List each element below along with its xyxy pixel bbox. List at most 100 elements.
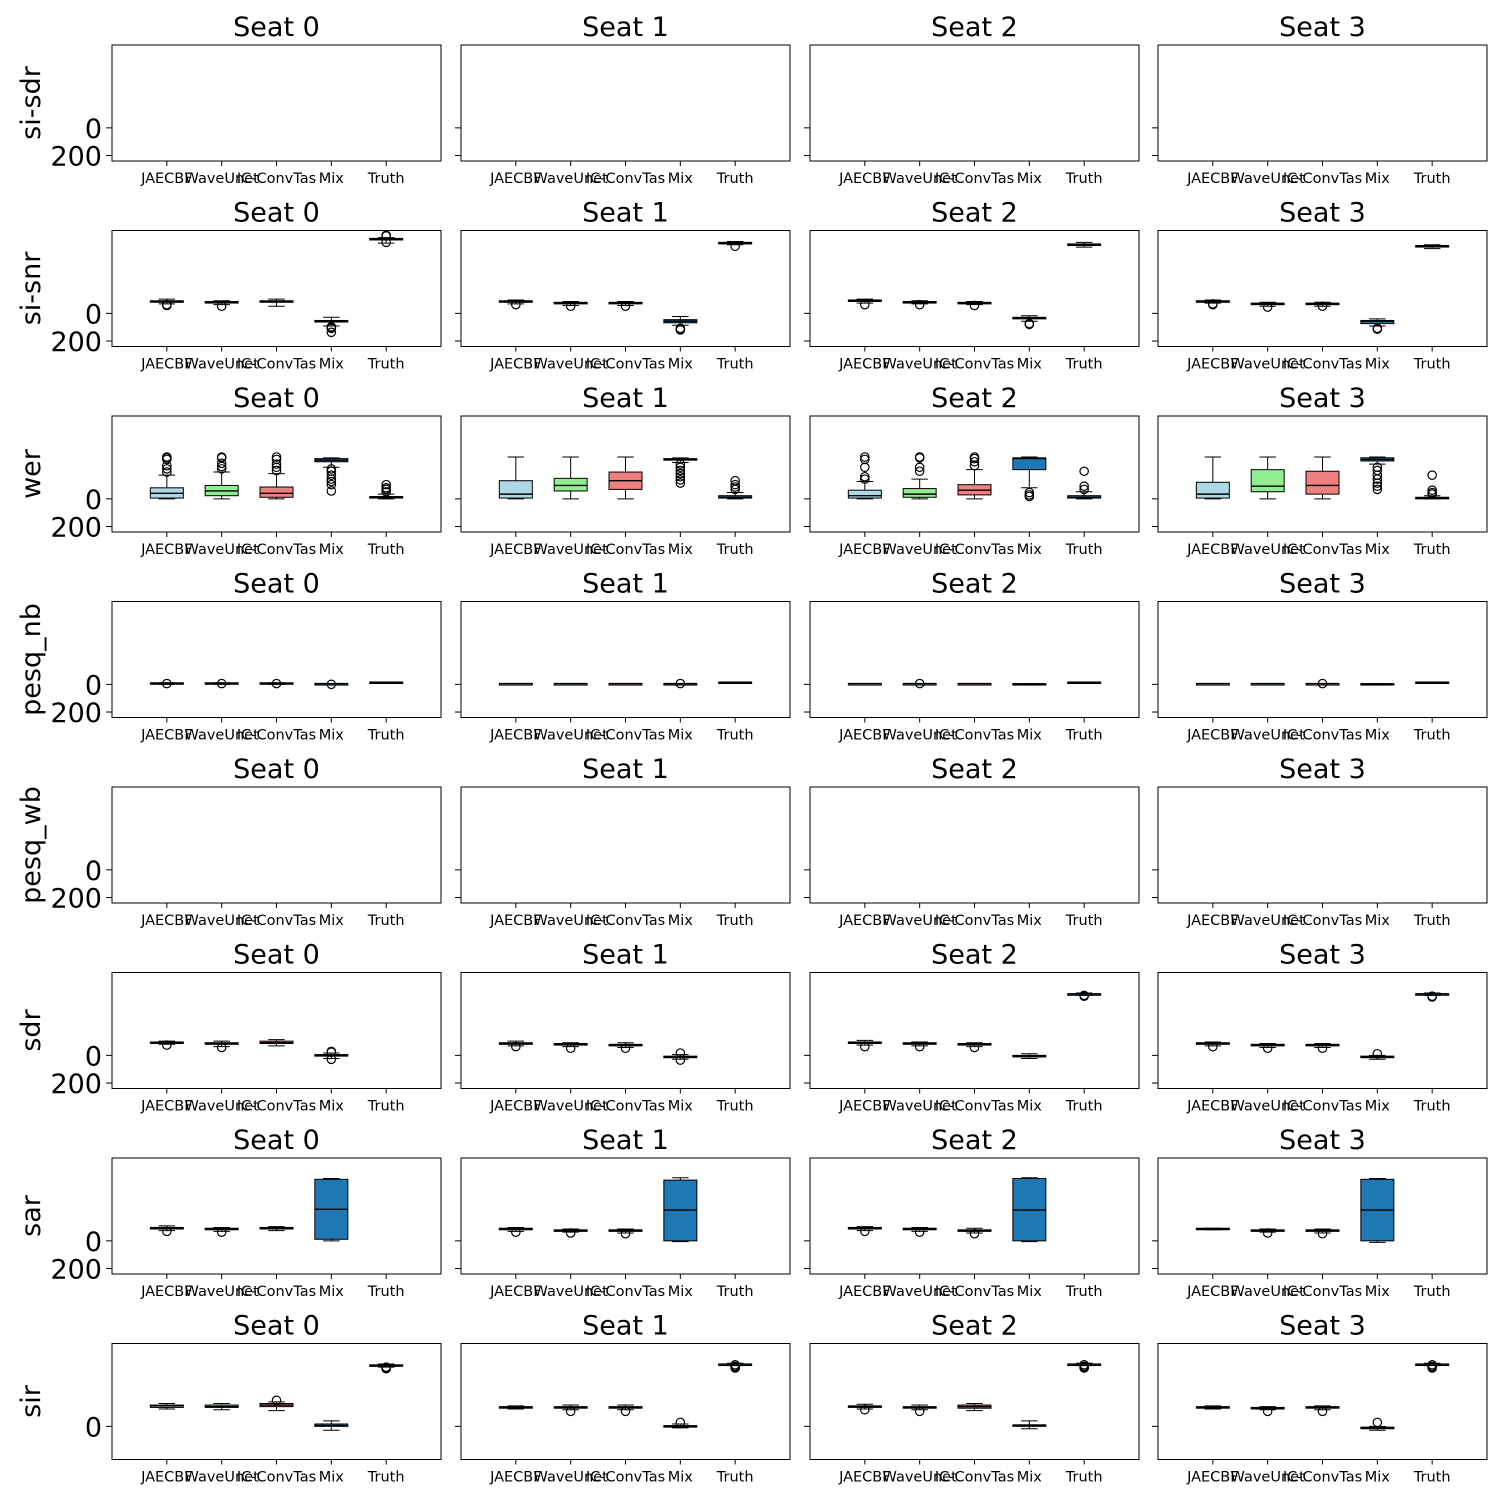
- outlier-point: [675, 1048, 686, 1058]
- y-axis-label: wer: [16, 448, 47, 499]
- box-Mix: [1360, 456, 1395, 495]
- outlier-point: [511, 299, 521, 310]
- y-axis-label: pesq_wb: [16, 786, 47, 904]
- y-axis-label: sdr: [16, 1008, 47, 1051]
- outlier-point: [675, 465, 686, 476]
- x-tick-label: WaveUnet: [185, 542, 260, 558]
- plot-frame: [1157, 44, 1488, 162]
- x-tick-label: Truth: [1065, 1470, 1103, 1486]
- y-axis-label: sar: [16, 1194, 47, 1237]
- x-tick-label: Mix: [1365, 1099, 1391, 1115]
- outlier-point: [381, 486, 391, 497]
- outlier-point: [860, 454, 870, 465]
- y-axis-label: pesq_nb: [16, 603, 47, 716]
- plot-frame: [1157, 972, 1488, 1089]
- subplot-title: Seat 2: [931, 12, 1018, 43]
- box-JAECBF: [847, 1039, 882, 1052]
- box-Mix: [1360, 1048, 1395, 1060]
- box-JAECBF: [1195, 1227, 1230, 1231]
- box-Truth: [1415, 1360, 1450, 1373]
- box-body: [553, 477, 588, 492]
- x-tick-label: JAECBF: [140, 357, 193, 373]
- box-WaveUnet: [204, 1226, 239, 1237]
- box-WaveUnet: [1250, 1228, 1285, 1238]
- subplot-title: Seat 3: [1279, 754, 1366, 785]
- outlier-point: [860, 1041, 870, 1052]
- outlier-point: [511, 1041, 521, 1052]
- x-tick-label: WaveUnet: [534, 1470, 609, 1486]
- outlier-point: [381, 230, 391, 241]
- box-JAECBF: [847, 1226, 882, 1237]
- subplot-title: Seat 1: [582, 940, 669, 971]
- box-IC-ConvTas: [608, 301, 643, 312]
- x-tick-label: Truth: [367, 913, 405, 929]
- x-tick-label: Truth: [1413, 1470, 1451, 1486]
- box-IC-ConvTas: [957, 300, 992, 311]
- x-tick-label: JAECBF: [140, 728, 193, 744]
- x-tick-label: Truth: [1065, 1284, 1103, 1300]
- box-IC-ConvTas: [259, 1395, 294, 1412]
- box-Mix: [663, 678, 698, 689]
- box-Mix: [314, 679, 349, 690]
- x-tick-label: JAECBF: [489, 357, 542, 373]
- x-tick-label: WaveUnet: [883, 1284, 958, 1300]
- box-Truth: [718, 1360, 753, 1373]
- outlier-point: [914, 299, 925, 310]
- x-tick-label: JAECBF: [489, 1099, 542, 1115]
- x-tick-label: Mix: [1017, 1099, 1043, 1115]
- x-tick-label: Truth: [1413, 1284, 1451, 1300]
- box-Mix: [663, 1048, 698, 1065]
- x-tick-label: WaveUnet: [1231, 1470, 1306, 1486]
- x-tick-label: Mix: [319, 171, 345, 187]
- x-tick-label: WaveUnet: [185, 1470, 260, 1486]
- box-WaveUnet: [1250, 456, 1285, 500]
- box-JAECBF: [149, 1040, 184, 1050]
- x-tick-label: WaveUnet: [185, 171, 260, 187]
- outlier-point: [326, 466, 337, 477]
- outlier-point: [914, 1406, 925, 1417]
- x-tick-label: WaveUnet: [534, 913, 609, 929]
- plot-frame: [1157, 1343, 1488, 1460]
- x-tick-label: JAECBF: [1186, 1470, 1239, 1486]
- x-tick-label: JAECBF: [489, 171, 542, 187]
- box-WaveUnet: [553, 1042, 588, 1054]
- subplot-title: Seat 1: [582, 12, 669, 43]
- x-tick-label: IC-ConvTas: [586, 1099, 665, 1115]
- box-WaveUnet: [553, 456, 588, 500]
- x-tick-label: Truth: [1413, 357, 1451, 373]
- x-tick-label: Mix: [668, 1470, 694, 1486]
- box-Truth: [1415, 991, 1450, 1002]
- outlier-point: [730, 241, 740, 252]
- box-WaveUnet: [553, 301, 588, 312]
- box-Truth: [1415, 244, 1450, 250]
- subplot-title: Seat 2: [931, 940, 1018, 971]
- x-tick-label: IC-ConvTas: [586, 728, 665, 744]
- x-tick-label: JAECBF: [140, 1284, 193, 1300]
- x-tick-label: Truth: [367, 1470, 405, 1486]
- x-tick-label: Mix: [668, 171, 694, 187]
- x-tick-label: WaveUnet: [1231, 542, 1306, 558]
- x-tick-label: Truth: [716, 1099, 754, 1115]
- x-tick-label: Truth: [367, 357, 405, 373]
- x-tick-label: WaveUnet: [1231, 728, 1306, 744]
- box-body: [1305, 470, 1340, 495]
- outlier-point: [565, 1228, 576, 1238]
- box-IC-ConvTas: [608, 682, 643, 686]
- subplot-title: Seat 3: [1279, 1311, 1366, 1342]
- box-IC-ConvTas: [259, 452, 294, 500]
- outlier-point: [1079, 990, 1089, 1001]
- box-Mix: [1012, 315, 1047, 330]
- x-tick-label: IC-ConvTas: [586, 357, 665, 373]
- plot-frame: [460, 1343, 791, 1460]
- outlier-point: [675, 478, 686, 488]
- x-tick-label: IC-ConvTas: [1283, 542, 1362, 558]
- x-tick-label: IC-ConvTas: [237, 728, 316, 744]
- subplot-title: Seat 1: [582, 383, 669, 414]
- x-tick-label: JAECBF: [140, 171, 193, 187]
- plot-frame: [460, 230, 791, 347]
- subplot-title: Seat 0: [233, 940, 320, 971]
